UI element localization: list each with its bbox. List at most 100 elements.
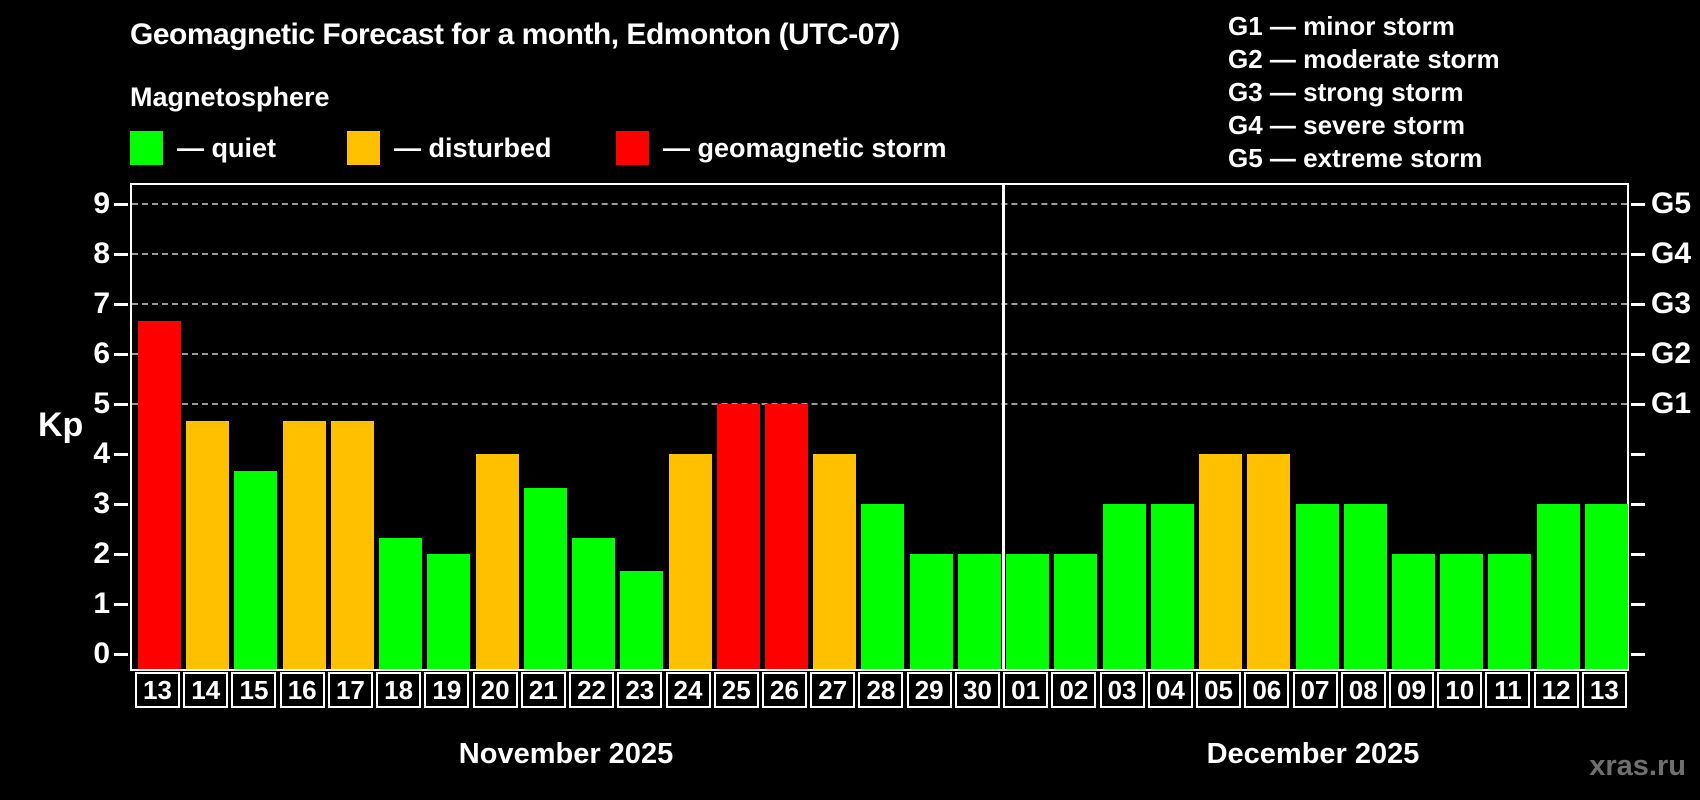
day-label-12: 12 bbox=[1533, 672, 1579, 708]
day-label-22: 22 bbox=[569, 672, 615, 708]
y-axis-tick-left bbox=[114, 653, 128, 656]
y-axis-tick-right bbox=[1631, 353, 1645, 356]
day-label-07: 07 bbox=[1292, 672, 1338, 708]
day-label-08: 08 bbox=[1340, 672, 1386, 708]
quiet-color-swatch bbox=[130, 131, 163, 165]
kp-bar-day-17 bbox=[330, 420, 374, 669]
y-tick-label: 8 bbox=[93, 237, 110, 270]
day-label-01: 01 bbox=[1003, 672, 1049, 708]
kp-bar-day-23 bbox=[620, 570, 664, 669]
g-scale-legend: G1 — minor storm G2 — moderate storm G3 … bbox=[1228, 10, 1500, 175]
grid-line-kp7 bbox=[132, 303, 1627, 305]
y-axis-title-kp: Kp bbox=[38, 406, 84, 444]
kp-bar-day-14 bbox=[186, 420, 230, 669]
kp-bar-day-10 bbox=[1440, 554, 1484, 669]
kp-bar-day-07 bbox=[1295, 504, 1339, 669]
y-axis-tick-left bbox=[114, 553, 128, 556]
y-axis-tick-left bbox=[114, 603, 128, 606]
day-label-30: 30 bbox=[954, 672, 1000, 708]
month-label-december: December 2025 bbox=[1206, 738, 1420, 770]
g-level-label-g1: G1 bbox=[1651, 387, 1692, 420]
day-label-02: 02 bbox=[1051, 672, 1097, 708]
y-tick-label: 0 bbox=[93, 637, 110, 670]
kp-bar-day-05 bbox=[1199, 454, 1243, 669]
kp-bar-day-27 bbox=[813, 454, 857, 669]
kp-bar-day-13 bbox=[138, 320, 181, 669]
y-axis-tick-left bbox=[114, 303, 128, 306]
g5-legend-line: G5 — extreme storm bbox=[1228, 143, 1483, 173]
day-label-row: 13 14 15 16 17 18 19 20 21 22 23 24 25 26 27 28 29 30 01 02… bbox=[132, 672, 1627, 712]
y-axis-tick-right bbox=[1631, 253, 1645, 256]
day-label-24: 24 bbox=[665, 672, 711, 708]
y-axis-tick-right bbox=[1631, 203, 1645, 206]
kp-bar-day-06 bbox=[1247, 454, 1291, 669]
kp-bar-day-25 bbox=[716, 404, 760, 669]
y-axis-tick-left bbox=[114, 453, 128, 456]
g-level-label-g3: G3 bbox=[1651, 287, 1692, 320]
day-label-15: 15 bbox=[231, 672, 277, 708]
day-label-14: 14 bbox=[183, 672, 229, 708]
kp-bar-day-02 bbox=[1054, 554, 1098, 669]
kp-bar-day-01 bbox=[1006, 554, 1050, 669]
month-separator bbox=[1002, 185, 1006, 669]
day-label-05: 05 bbox=[1196, 672, 1242, 708]
day-label-09: 09 bbox=[1388, 672, 1434, 708]
g-level-label-g2: G2 bbox=[1651, 337, 1692, 370]
kp-bar-day-19 bbox=[427, 554, 471, 669]
kp-bar-day-20 bbox=[475, 454, 519, 669]
kp-bar-day-29 bbox=[909, 554, 953, 669]
y-axis-tick-right bbox=[1631, 553, 1645, 556]
kp-bar-day-18 bbox=[379, 537, 423, 669]
kp-bar-day-03 bbox=[1102, 504, 1146, 669]
y-tick-label: 4 bbox=[93, 437, 110, 470]
y-tick-label: 6 bbox=[93, 337, 110, 370]
day-label-23: 23 bbox=[617, 672, 663, 708]
y-tick-label: 9 bbox=[93, 187, 110, 220]
kp-bar-day-28 bbox=[861, 504, 905, 669]
day-label-10: 10 bbox=[1437, 672, 1483, 708]
day-label-17: 17 bbox=[327, 672, 373, 708]
y-axis-tick-right bbox=[1631, 603, 1645, 606]
watermark-xras: xras.ru bbox=[1589, 750, 1686, 782]
g-level-label-g4: G4 bbox=[1651, 237, 1692, 270]
y-tick-label: 2 bbox=[93, 537, 110, 570]
day-label-26: 26 bbox=[761, 672, 807, 708]
day-label-25: 25 bbox=[713, 672, 759, 708]
g1-legend-line: G1 — minor storm bbox=[1228, 11, 1455, 41]
legend-label-quiet: — quiet bbox=[177, 132, 276, 163]
y-axis-tick-right bbox=[1631, 503, 1645, 506]
day-label-29: 29 bbox=[906, 672, 952, 708]
day-label-04: 04 bbox=[1147, 672, 1193, 708]
day-label-13: 13 bbox=[135, 672, 180, 708]
day-label-11: 11 bbox=[1485, 672, 1531, 708]
grid-line-kp6 bbox=[132, 353, 1627, 355]
y-tick-label: 1 bbox=[93, 587, 110, 620]
grid-line-kp5 bbox=[132, 403, 1627, 405]
y-tick-label: 7 bbox=[93, 287, 110, 320]
kp-bar-day-08 bbox=[1343, 504, 1387, 669]
legend-item-disturbed: — disturbed bbox=[347, 131, 552, 165]
day-label-20: 20 bbox=[472, 672, 518, 708]
kp-bar-day-13 bbox=[1584, 504, 1628, 669]
grid-line-kp8 bbox=[132, 253, 1627, 255]
y-tick-label: 5 bbox=[93, 387, 110, 420]
legend-label-storm: — geomagnetic storm bbox=[663, 132, 947, 163]
page-title: Geomagnetic Forecast for a month, Edmont… bbox=[130, 18, 900, 51]
legend-item-quiet: — quiet bbox=[130, 131, 276, 165]
g3-legend-line: G3 — strong storm bbox=[1228, 77, 1464, 107]
kp-bar-day-30 bbox=[957, 554, 1001, 669]
y-axis-tick-left bbox=[114, 503, 128, 506]
kp-bar-day-04 bbox=[1150, 504, 1194, 669]
day-label-18: 18 bbox=[376, 672, 422, 708]
y-axis-tick-left bbox=[114, 203, 128, 206]
kp-bar-day-15 bbox=[234, 470, 278, 669]
y-axis-tick-left bbox=[114, 403, 128, 406]
day-label-28: 28 bbox=[858, 672, 904, 708]
disturbed-color-swatch bbox=[347, 131, 380, 165]
legend-label-disturbed: — disturbed bbox=[394, 132, 552, 163]
g2-legend-line: G2 — moderate storm bbox=[1228, 44, 1500, 74]
storm-color-swatch bbox=[616, 131, 649, 165]
kp-bar-day-22 bbox=[572, 537, 616, 669]
kp-bar-day-12 bbox=[1536, 504, 1580, 669]
